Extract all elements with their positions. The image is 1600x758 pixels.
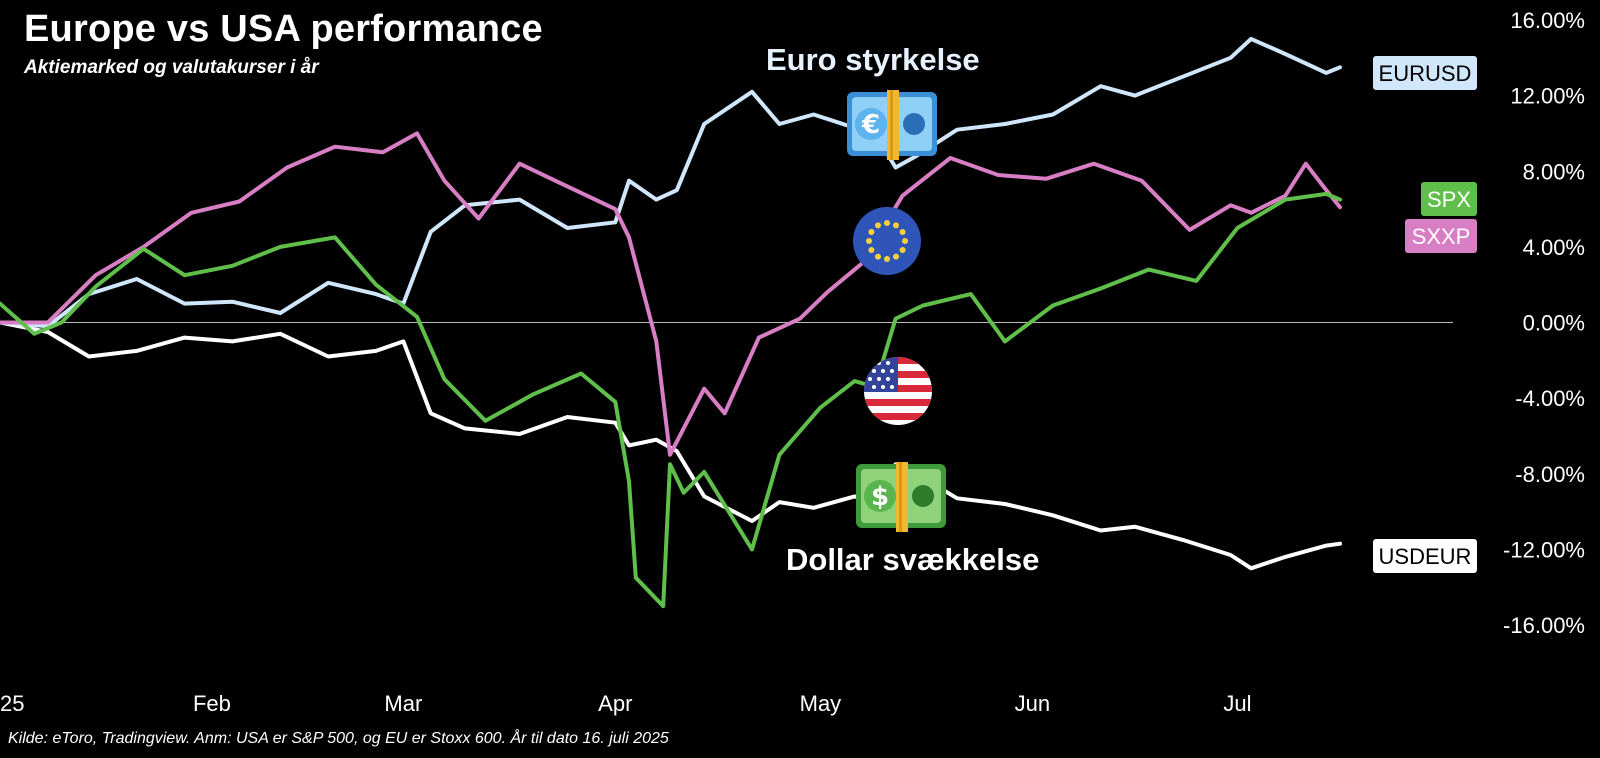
x-tick-label: Feb [193, 691, 231, 716]
series-label-spx: SPX [1421, 182, 1477, 216]
series-line-spx [0, 191, 1342, 609]
series-label-bg [1421, 182, 1477, 216]
us-flag-icon [864, 357, 932, 425]
y-tick-label: 12.00% [1510, 84, 1585, 109]
series-line-usdeur [0, 320, 1342, 571]
series-label-bg [1405, 219, 1477, 253]
y-tick-label: -4.00% [1515, 386, 1585, 411]
source-note: Kilde: eToro, Tradingview. Anm: USA er S… [8, 730, 669, 747]
series-label-bg [1373, 56, 1477, 90]
eu-flag-icon [853, 207, 921, 275]
series-line-eurusd [0, 36, 1342, 329]
chart-title: Europe vs USA performance [24, 8, 543, 50]
x-tick-label: Apr [598, 691, 632, 716]
x-tick-label: Jun [1015, 691, 1050, 716]
x-tick-label: Jul [1223, 691, 1251, 716]
svg-text:$: $ [871, 482, 889, 512]
y-tick-label: -16.00% [1503, 613, 1585, 638]
series-label-text: USDEUR [1379, 544, 1472, 569]
series-label-text: SXXP [1412, 224, 1471, 249]
series-label-bg [1373, 539, 1477, 573]
y-tick-label: 16.00% [1510, 8, 1585, 33]
x-tick-label: 25 [0, 691, 24, 716]
series-label-text: EURUSD [1379, 61, 1472, 86]
x-tick-label: May [800, 691, 842, 716]
series-label-eurusd: EURUSD [1373, 56, 1477, 90]
y-tick-label: 4.00% [1523, 235, 1585, 260]
series-label-usdeur: USDEUR [1373, 539, 1477, 573]
svg-text:€: € [861, 110, 880, 140]
y-tick-label: 0.00% [1523, 311, 1585, 336]
x-tick-label: Mar [384, 691, 422, 716]
series-label-sxxp: SXXP [1405, 219, 1477, 253]
euro-banknote-icon: € [847, 90, 937, 160]
chart-subtitle: Aktiemarked og valutakurser i år [24, 57, 319, 78]
series-line-sxxp [0, 131, 1342, 457]
dollar-weakness-annotation: Dollar svækkelse [786, 542, 1040, 577]
dollar-banknote-icon: $ [856, 462, 946, 532]
euro-strength-annotation: Euro styrkelse [766, 42, 980, 77]
y-tick-label: 8.00% [1523, 159, 1585, 184]
series-label-text: SPX [1427, 187, 1471, 212]
y-tick-label: -8.00% [1515, 462, 1585, 487]
y-tick-label: -12.00% [1503, 537, 1585, 562]
